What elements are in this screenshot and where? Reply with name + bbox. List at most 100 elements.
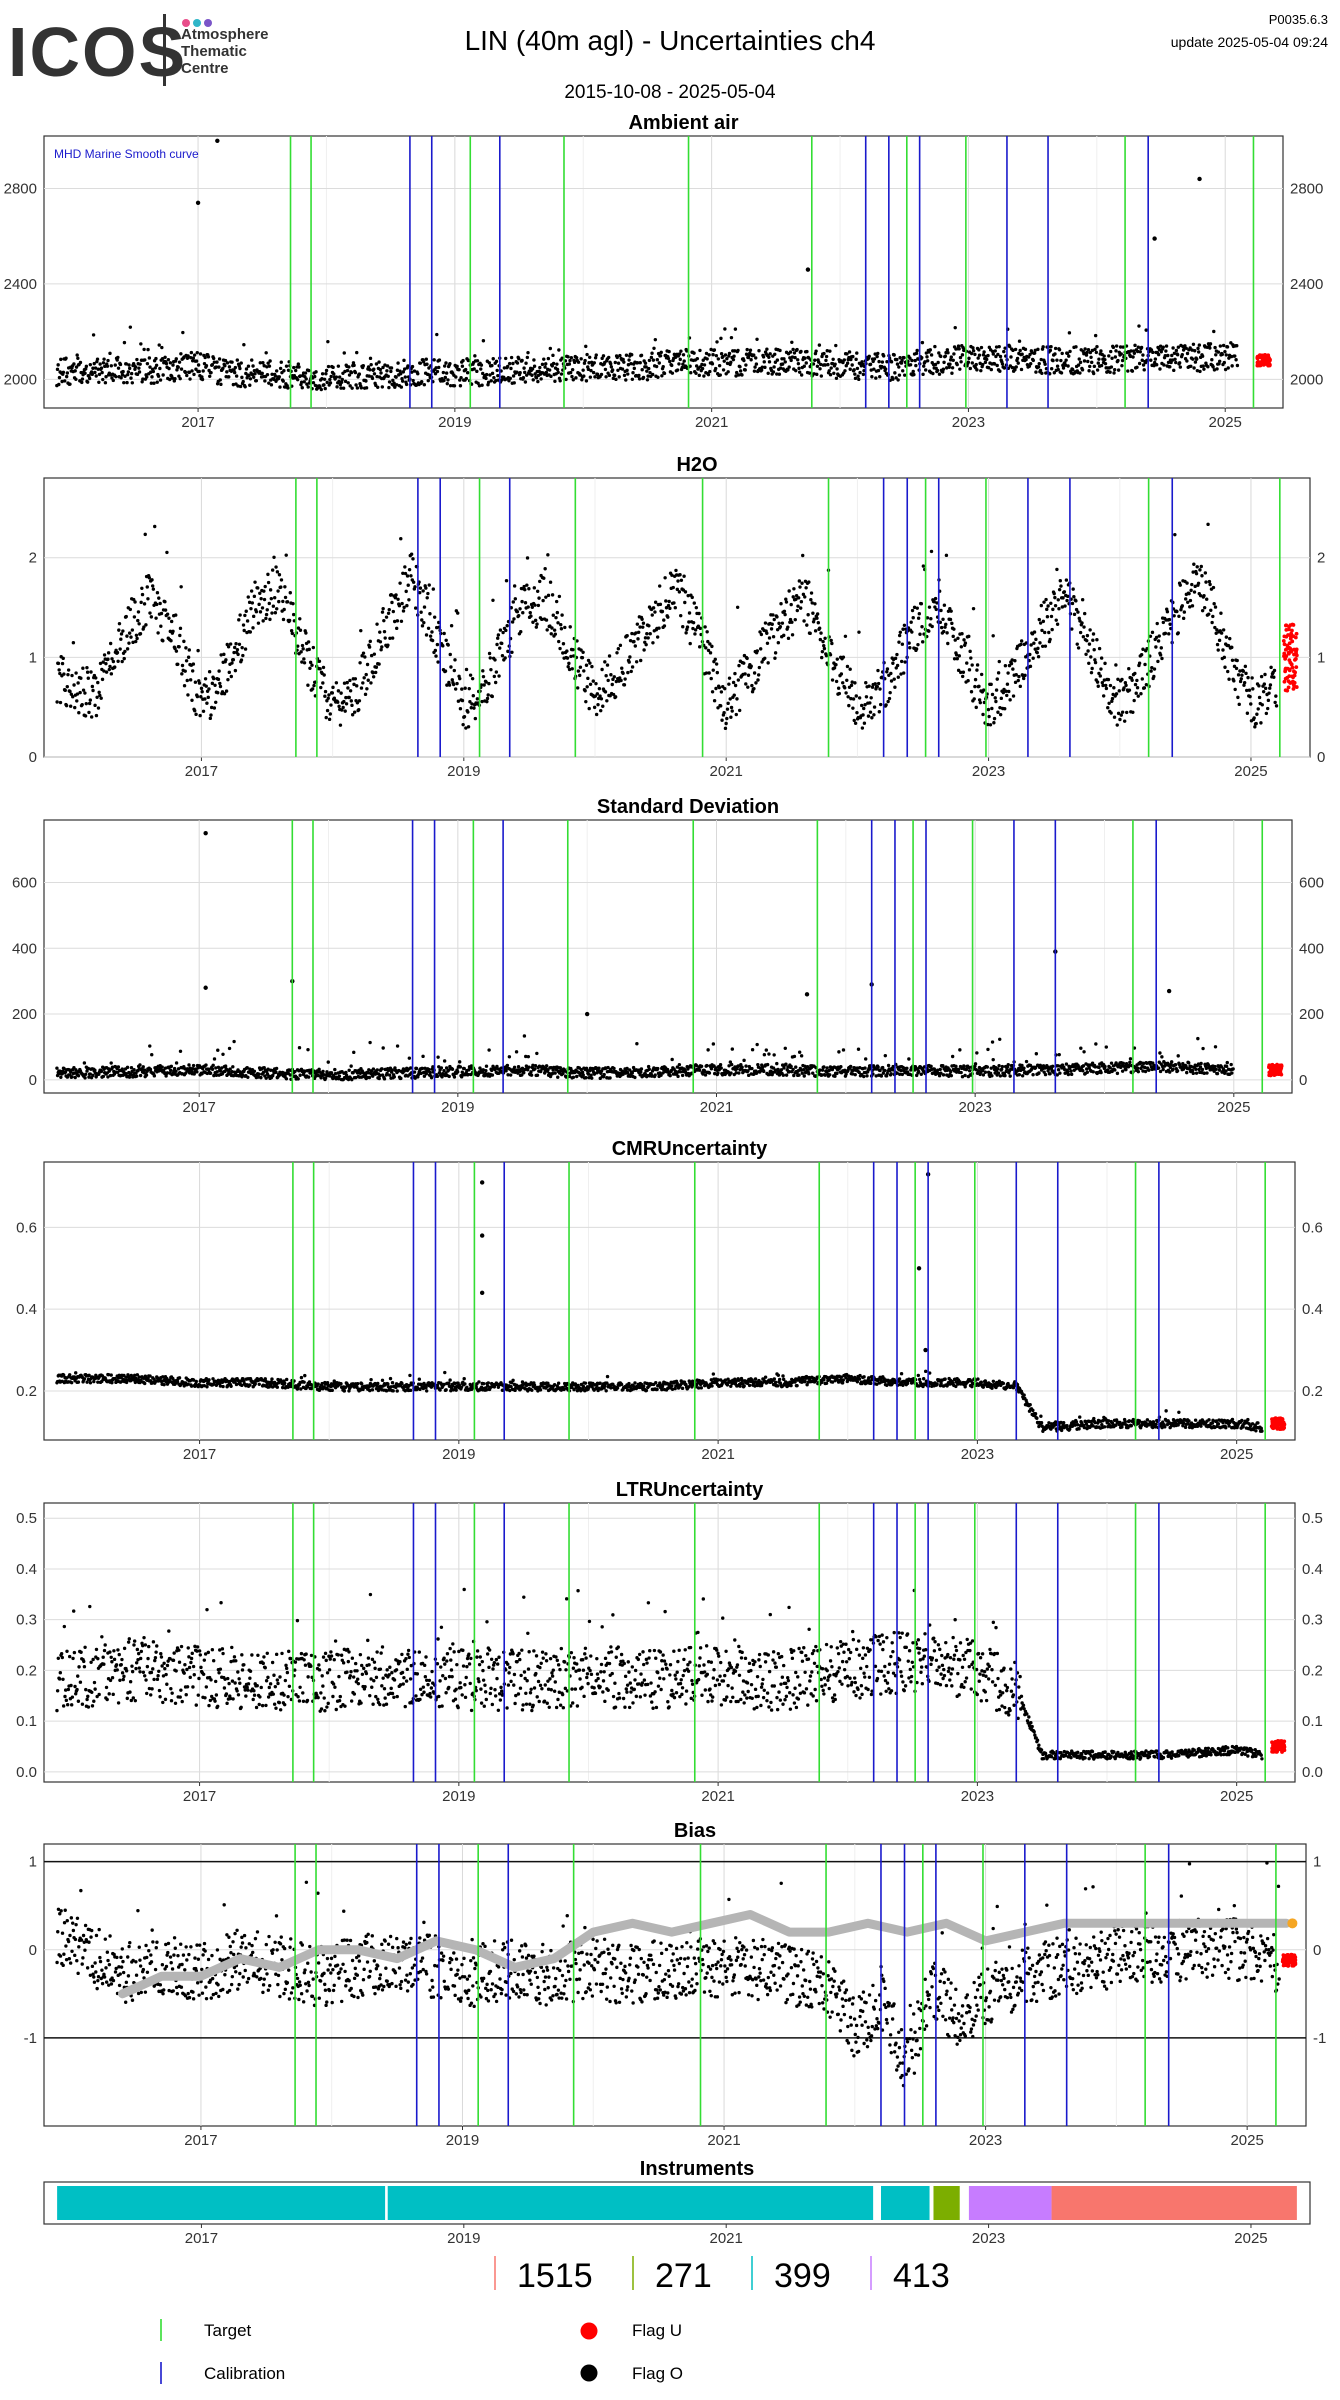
data-point-flag-o xyxy=(676,1074,680,1079)
data-point-flag-o xyxy=(919,601,924,606)
data-point-flag-o xyxy=(544,618,549,622)
data-point-flag-o xyxy=(156,374,161,378)
data-point-flag-o xyxy=(949,609,953,613)
data-point-flag-o xyxy=(217,669,221,673)
data-point-flag-o xyxy=(941,370,945,374)
data-point-flag-o xyxy=(379,371,383,375)
data-point-flag-o xyxy=(1190,348,1194,352)
data-point-flag-o xyxy=(1075,642,1079,646)
data-point-flag-o xyxy=(683,590,688,594)
data-point-flag-o xyxy=(641,625,645,629)
data-point-flag-o xyxy=(780,362,785,366)
data-point-flag-o xyxy=(1243,664,1248,669)
data-point-flag-o xyxy=(729,335,734,340)
data-point-flag-o xyxy=(578,665,583,669)
data-point-flag-o xyxy=(135,357,139,362)
data-point-flag-o xyxy=(475,369,479,374)
data-point-flag-u xyxy=(1265,362,1270,367)
data-point-flag-o xyxy=(772,365,776,369)
data-point-flag-o xyxy=(1009,355,1013,359)
data-point-flag-u xyxy=(1283,688,1288,693)
data-point-flag-o xyxy=(576,669,581,673)
data-point-flag-o xyxy=(337,704,341,709)
data-point-flag-o xyxy=(572,360,577,365)
data-point-flag-o xyxy=(704,351,709,356)
data-point-flag-o xyxy=(325,380,329,385)
data-point-flag-o xyxy=(134,1074,139,1078)
data-point-flag-o xyxy=(1080,368,1085,372)
data-point-flag-o xyxy=(191,1063,196,1068)
data-point-flag-o xyxy=(834,663,838,667)
data-point-flag-o xyxy=(941,617,945,621)
data-point-flag-o xyxy=(710,690,715,694)
data-point-flag-o xyxy=(456,611,460,615)
data-point-flag-o xyxy=(556,370,560,375)
data-point-flag-o xyxy=(1218,344,1223,348)
data-point-flag-o xyxy=(1172,351,1177,355)
data-point-flag-o xyxy=(64,703,69,708)
data-point-flag-o xyxy=(835,367,839,371)
data-point-flag-o xyxy=(144,1073,149,1077)
data-point-flag-o xyxy=(432,358,436,362)
data-point-flag-o xyxy=(504,628,508,633)
data-point-flag-o xyxy=(909,620,913,624)
data-point-flag-o xyxy=(140,586,144,590)
data-point-flag-o xyxy=(1130,678,1134,682)
data-point-flag-o xyxy=(345,368,350,373)
data-point-flag-o xyxy=(855,351,859,355)
data-point-flag-o xyxy=(1140,358,1144,362)
data-point-flag-o xyxy=(1232,679,1236,683)
data-point-flag-o xyxy=(152,381,156,385)
data-point-flag-o xyxy=(713,366,718,371)
data-point-flag-o xyxy=(265,365,269,369)
data-point-flag-o xyxy=(853,372,857,376)
data-point-flag-o xyxy=(570,367,575,372)
data-point-flag-o xyxy=(241,623,246,627)
data-point-flag-o xyxy=(507,1055,512,1059)
data-point-flag-o xyxy=(797,579,802,583)
data-point-flag-o xyxy=(1235,658,1239,663)
data-point-flag-o xyxy=(472,706,476,710)
data-point-flag-o xyxy=(1240,673,1244,677)
data-point-flag-o xyxy=(792,351,797,355)
data-point-flag-o xyxy=(537,596,541,600)
data-point-flag-o xyxy=(1264,711,1269,716)
data-point-flag-o xyxy=(429,1075,434,1080)
data-point-flag-o xyxy=(299,380,304,384)
data-point-flag-o xyxy=(688,641,692,646)
data-point-flag-o xyxy=(391,378,395,383)
data-point-flag-o xyxy=(370,376,375,381)
data-point-flag-o xyxy=(56,661,61,666)
data-point-flag-o xyxy=(58,700,63,705)
data-point-flag-o xyxy=(526,1054,531,1059)
data-point-flag-o xyxy=(1057,607,1061,611)
data-point-flag-o xyxy=(599,697,604,701)
data-point-flag-o xyxy=(1127,667,1131,671)
data-point-flag-o xyxy=(567,362,572,366)
data-point-flag-o xyxy=(368,368,372,372)
data-point-flag-o xyxy=(1174,348,1179,353)
data-point-flag-o xyxy=(463,367,468,372)
data-point-flag-o xyxy=(719,690,724,694)
data-point-flag-o xyxy=(274,565,278,569)
data-point-flag-o xyxy=(251,364,255,368)
data-point-flag-o xyxy=(923,368,928,372)
data-point-flag-o xyxy=(388,636,392,640)
data-point-flag-o xyxy=(199,686,204,691)
data-point-flag-o xyxy=(790,633,795,637)
data-point-flag-o xyxy=(445,381,449,386)
data-point-flag-o xyxy=(1234,358,1238,362)
data-point-flag-o xyxy=(77,711,81,715)
data-point-flag-o xyxy=(409,574,413,578)
data-point-flag-o xyxy=(122,340,127,345)
data-point-flag-o xyxy=(759,632,764,637)
data-point-flag-o xyxy=(331,685,335,690)
data-point-flag-o xyxy=(321,1069,325,1074)
data-point-flag-o xyxy=(755,337,759,341)
data-point-flag-o xyxy=(103,364,107,369)
data-point-flag-o xyxy=(377,1076,381,1081)
data-point-flag-o xyxy=(1014,365,1018,369)
data-point-flag-o xyxy=(670,363,674,368)
logo-tagline-line: Thematic xyxy=(181,43,247,60)
data-point-flag-o xyxy=(64,374,69,379)
